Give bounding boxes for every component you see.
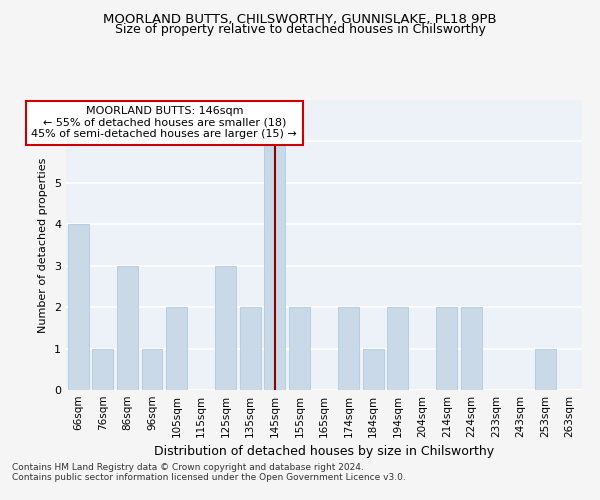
- Bar: [240, 307, 261, 390]
- Text: MOORLAND BUTTS: 146sqm
← 55% of detached houses are smaller (18)
45% of semi-det: MOORLAND BUTTS: 146sqm ← 55% of detached…: [31, 106, 297, 140]
- Bar: [166, 307, 187, 390]
- Bar: [142, 348, 163, 390]
- Bar: [265, 142, 286, 390]
- Text: Size of property relative to detached houses in Chilsworthy: Size of property relative to detached ho…: [115, 24, 485, 36]
- Bar: [362, 348, 383, 390]
- Bar: [117, 266, 138, 390]
- X-axis label: Distribution of detached houses by size in Chilsworthy: Distribution of detached houses by size …: [154, 446, 494, 458]
- Bar: [535, 348, 556, 390]
- Bar: [215, 266, 236, 390]
- Bar: [92, 348, 113, 390]
- Bar: [289, 307, 310, 390]
- Y-axis label: Number of detached properties: Number of detached properties: [38, 158, 49, 332]
- Bar: [461, 307, 482, 390]
- Text: Contains HM Land Registry data © Crown copyright and database right 2024.
Contai: Contains HM Land Registry data © Crown c…: [12, 463, 406, 482]
- Bar: [338, 307, 359, 390]
- Bar: [387, 307, 408, 390]
- Text: MOORLAND BUTTS, CHILSWORTHY, GUNNISLAKE, PL18 9PB: MOORLAND BUTTS, CHILSWORTHY, GUNNISLAKE,…: [103, 12, 497, 26]
- Bar: [68, 224, 89, 390]
- Bar: [436, 307, 457, 390]
